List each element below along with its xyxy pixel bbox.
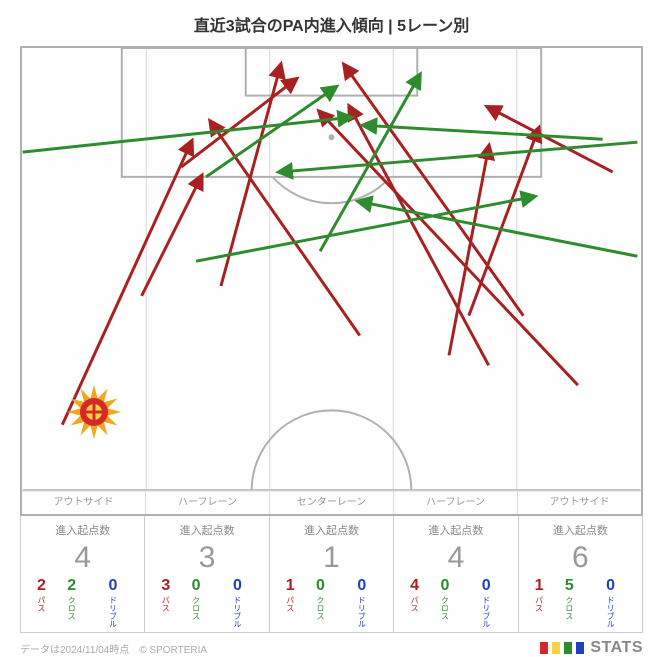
chart-title: 直近3試合のPA内進入傾向 | 5レーン別 — [20, 12, 643, 36]
lane-labels: アウトサイド ハーフレーン センターレーン ハーフレーン アウトサイド — [22, 490, 641, 514]
stat-dribble: 0ドリブル — [464, 578, 508, 628]
stat-total: 4 — [21, 540, 144, 576]
stat-dribble: 0ドリブル — [340, 578, 384, 628]
stat-breakdown: 2パス 2クロス 0ドリブル — [21, 576, 144, 628]
stat-breakdown: 4パス 0クロス 0ドリブル — [394, 576, 517, 628]
stat-dribble: 0ドリブル — [589, 578, 633, 628]
stat-total: 6 — [519, 540, 642, 576]
stat-dribble: 0ドリブル — [91, 578, 135, 628]
stat-cross: 2クロス — [55, 578, 88, 628]
stat-cell: 進入起点数 4 4パス 0クロス 0ドリブル — [394, 516, 518, 633]
stat-cross: 0クロス — [304, 578, 337, 628]
stat-cross: 0クロス — [180, 578, 213, 628]
lane-label: ハーフレーン — [145, 491, 269, 514]
stat-label: 進入起点数 — [270, 522, 393, 538]
stat-cell: 進入起点数 6 1パス 5クロス 0ドリブル — [519, 516, 643, 633]
stats-row: 進入起点数 4 2パス 2クロス 0ドリブル 進入起点数 3 3パス 0クロス … — [20, 516, 643, 633]
stat-dribble: 0ドリブル — [215, 578, 259, 628]
stat-breakdown: 1パス 5クロス 0ドリブル — [519, 576, 642, 628]
footer: データは2024/11/04時点 © SPORTERIA STATS — [20, 639, 643, 657]
stat-label: 進入起点数 — [145, 522, 268, 538]
brand-logo: STATS — [540, 639, 643, 657]
stat-pass: 1パス — [528, 578, 550, 628]
pitch-svg — [22, 48, 641, 514]
stat-cross: 5クロス — [553, 578, 586, 628]
stat-cross: 0クロス — [428, 578, 461, 628]
lane-label: アウトサイド — [22, 491, 145, 514]
stat-total: 1 — [270, 540, 393, 576]
stat-pass: 1パス — [279, 578, 301, 628]
stat-label: 進入起点数 — [21, 522, 144, 538]
stat-pass: 3パス — [155, 578, 177, 628]
lane-label: センターレーン — [269, 491, 393, 514]
team-badge — [67, 385, 121, 439]
stat-total: 3 — [145, 540, 268, 576]
footer-note: データは2024/11/04時点 © SPORTERIA — [20, 641, 207, 656]
stat-cell: 進入起点数 3 3パス 0クロス 0ドリブル — [145, 516, 269, 633]
stat-total: 4 — [394, 540, 517, 576]
stat-breakdown: 1パス 0クロス 0ドリブル — [270, 576, 393, 628]
stat-pass: 2パス — [30, 578, 52, 628]
stat-pass: 4パス — [404, 578, 426, 628]
stat-cell: 進入起点数 1 1パス 0クロス 0ドリブル — [270, 516, 394, 633]
stat-label: 進入起点数 — [394, 522, 517, 538]
stat-cell: 進入起点数 4 2パス 2クロス 0ドリブル — [21, 516, 145, 633]
lane-label: アウトサイド — [517, 491, 641, 514]
brand-text: STATS — [590, 639, 643, 657]
lane-label: ハーフレーン — [393, 491, 517, 514]
chart-container: 直近3試合のPA内進入傾向 | 5レーン別 — [0, 0, 663, 611]
stat-label: 進入起点数 — [519, 522, 642, 538]
stat-breakdown: 3パス 0クロス 0ドリブル — [145, 576, 268, 628]
pitch: アウトサイド ハーフレーン センターレーン ハーフレーン アウトサイド — [20, 46, 643, 516]
